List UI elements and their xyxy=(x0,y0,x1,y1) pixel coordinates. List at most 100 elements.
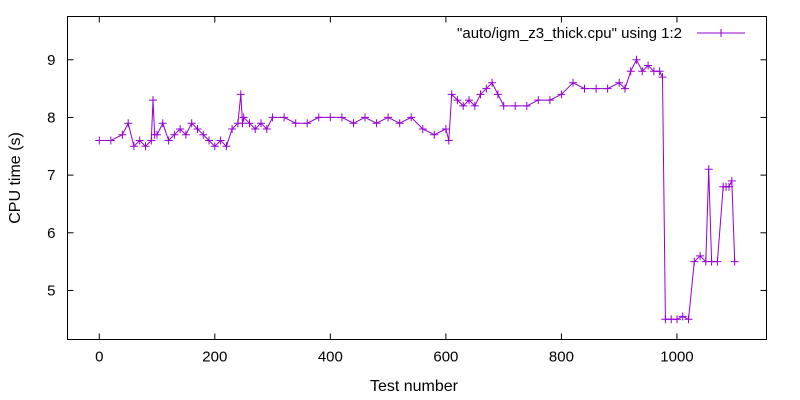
data-point xyxy=(228,125,237,133)
x-tick-label: 200 xyxy=(202,349,227,366)
data-point xyxy=(291,119,300,128)
data-point xyxy=(615,78,624,87)
legend: "auto/igm_z3_thick.cpu" using 1:2 xyxy=(457,25,745,42)
data-point xyxy=(337,113,346,122)
data-point xyxy=(280,113,289,122)
data-point xyxy=(655,67,664,76)
data-point xyxy=(222,142,231,151)
data-point xyxy=(673,315,681,324)
data-point xyxy=(238,119,247,128)
data-point xyxy=(482,84,491,93)
data-point xyxy=(216,136,225,145)
data-point xyxy=(349,119,358,128)
data-point xyxy=(361,113,369,122)
legend-marker xyxy=(717,29,725,37)
x-tick-label: 1000 xyxy=(660,349,693,366)
data-point xyxy=(499,101,508,110)
data-point xyxy=(626,67,635,76)
data-point xyxy=(262,125,271,133)
y-tick-label: 7 xyxy=(47,167,55,184)
data-point xyxy=(158,119,167,128)
data-point xyxy=(470,101,479,110)
x-axis-title: Test number xyxy=(370,378,459,395)
data-point xyxy=(592,84,601,93)
data-point xyxy=(441,125,450,133)
data-point xyxy=(129,142,138,151)
data-point xyxy=(372,119,381,128)
data-point xyxy=(545,96,554,105)
data-point xyxy=(141,142,150,151)
axis-ticks: 0 200 400 600 800 1000 5 6 7 8 9 xyxy=(47,16,767,366)
data-point xyxy=(199,130,208,139)
data-point xyxy=(638,67,647,76)
data-point xyxy=(187,119,196,128)
x-tick-label: 600 xyxy=(433,349,458,366)
data-point xyxy=(727,176,736,185)
series-line xyxy=(99,58,736,321)
data-point xyxy=(632,55,641,64)
data-point xyxy=(181,130,190,139)
plot-frame xyxy=(67,16,767,340)
data-point xyxy=(210,142,219,151)
y-tick-label: 9 xyxy=(47,52,55,69)
data-point xyxy=(176,125,185,133)
data-point xyxy=(493,90,502,99)
x-tick-label: 400 xyxy=(318,349,343,366)
data-point xyxy=(580,84,589,93)
data-point xyxy=(326,113,335,122)
x-tick-label: 0 xyxy=(95,349,103,366)
data-point xyxy=(730,257,739,266)
data-point xyxy=(124,119,133,128)
data-point xyxy=(193,125,202,133)
data-point xyxy=(713,257,722,266)
y-tick-label: 8 xyxy=(47,109,55,126)
data-point xyxy=(534,96,543,105)
data-point xyxy=(569,78,577,87)
data-point xyxy=(511,101,520,110)
data-point xyxy=(384,113,393,122)
data-point xyxy=(395,119,404,128)
data-point xyxy=(149,96,157,105)
data-point xyxy=(239,113,248,122)
data-point xyxy=(205,136,213,145)
y-tick-label: 5 xyxy=(47,282,55,299)
data-point xyxy=(603,84,612,93)
data-point xyxy=(459,101,468,110)
data-point xyxy=(106,136,115,145)
data-point xyxy=(678,312,687,321)
data-point xyxy=(430,130,439,139)
data-point xyxy=(725,182,733,191)
data-point xyxy=(153,130,161,139)
data-point xyxy=(170,130,179,139)
data-point xyxy=(621,84,629,93)
data-point xyxy=(704,165,713,174)
data-point xyxy=(447,90,456,99)
data-point xyxy=(147,136,156,145)
data-point xyxy=(465,96,473,105)
data-point xyxy=(314,113,323,122)
x-tick-label: 800 xyxy=(549,349,574,366)
data-point xyxy=(268,113,277,122)
data-point xyxy=(696,251,705,260)
data-point xyxy=(95,136,104,145)
data-point xyxy=(522,101,531,110)
legend-label: "auto/igm_z3_thick.cpu" using 1:2 xyxy=(457,25,682,42)
data-point xyxy=(251,125,260,133)
data-point xyxy=(684,315,693,324)
data-point xyxy=(257,119,265,128)
data-point xyxy=(557,90,566,99)
data-point xyxy=(476,90,485,99)
y-axis-title: CPU time (s) xyxy=(7,132,24,224)
data-point xyxy=(690,257,699,266)
data-point xyxy=(644,61,653,70)
data-point xyxy=(658,73,667,82)
data-point xyxy=(164,136,173,145)
data-point xyxy=(407,113,416,122)
y-tick-label: 6 xyxy=(47,225,55,242)
data-point xyxy=(135,136,144,145)
data-point xyxy=(453,96,462,105)
series-layer xyxy=(95,55,739,324)
data-point xyxy=(118,130,127,139)
data-point xyxy=(236,90,245,99)
